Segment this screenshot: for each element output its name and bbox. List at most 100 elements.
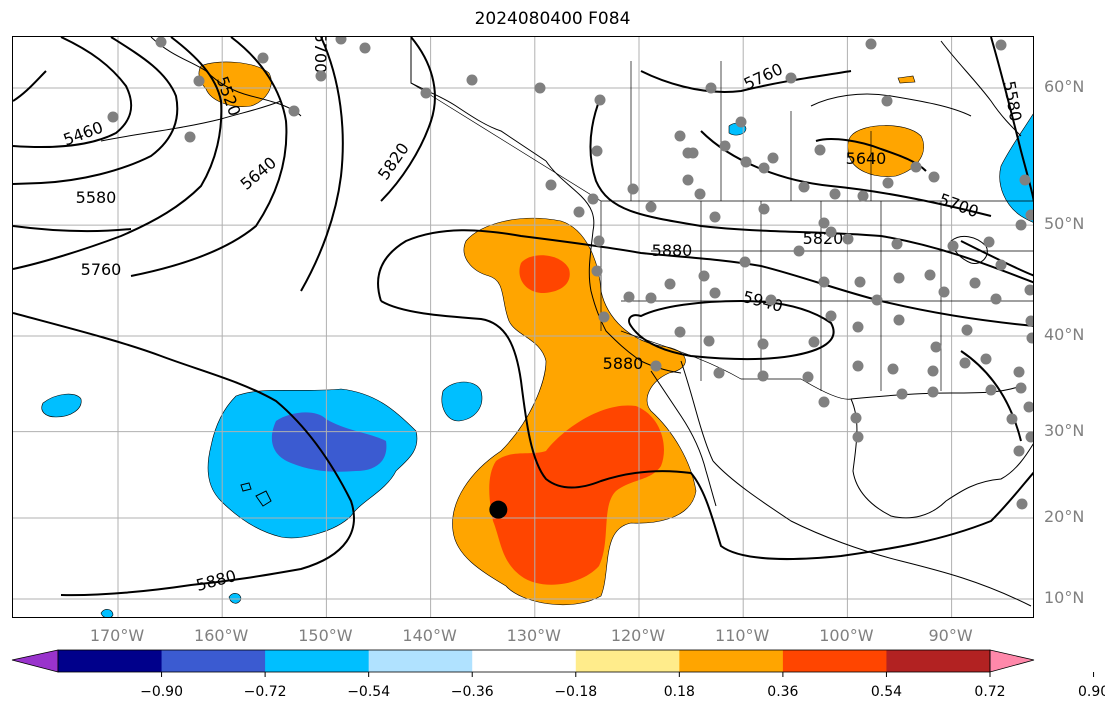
strong-anomaly-region <box>489 405 664 585</box>
station-dot <box>995 259 1007 271</box>
colorbar-segment <box>472 650 577 672</box>
longitude-label: 160°W <box>194 626 249 645</box>
colorbar-segment <box>265 650 370 672</box>
station-dot <box>627 183 639 195</box>
station-dot <box>928 171 940 183</box>
contour-label: 5880 <box>652 241 693 260</box>
longitude-label: 90°W <box>928 626 973 645</box>
station-dot <box>995 39 1007 51</box>
latitude-label: 60°N <box>1044 77 1085 96</box>
station-dot <box>359 42 371 54</box>
station-dot <box>739 256 751 268</box>
contour-line <box>13 37 179 185</box>
contour-line <box>377 229 1033 327</box>
station-dot <box>882 177 894 189</box>
station-dot <box>927 386 939 398</box>
station-dot <box>938 286 950 298</box>
station-dot <box>591 145 603 157</box>
station-dot <box>865 38 877 50</box>
station-dot <box>930 341 942 353</box>
contour-line <box>990 37 1033 203</box>
station-dot <box>257 52 269 64</box>
coastline <box>150 37 302 117</box>
station-dot <box>887 363 899 375</box>
colorbar-segment <box>886 650 991 672</box>
station-dot <box>891 238 903 250</box>
longitude-label: 110°W <box>715 626 770 645</box>
station-dot <box>687 147 699 159</box>
station-dot <box>757 338 769 350</box>
positive-anomaly-region <box>897 75 916 84</box>
map-panel: 5460 5580 5760 5640 5520 5820 5880 5760 5640 5700… <box>12 36 1034 618</box>
latitude-label: 40°N <box>1044 325 1085 345</box>
coastline <box>810 93 972 117</box>
colorbar-tick-label: −0.54 <box>347 684 391 700</box>
colorbar-tick-label: 0.18 <box>663 684 695 700</box>
station-dot <box>852 321 864 333</box>
contour-label: 5880 <box>603 354 644 373</box>
contour-line <box>300 37 344 292</box>
colorbar-tick-label: −0.18 <box>554 684 598 700</box>
station-dot <box>1025 431 1033 443</box>
colorbar-segment <box>368 650 473 672</box>
station-dot <box>573 206 585 218</box>
coastline <box>410 37 547 162</box>
station-dot <box>335 37 347 45</box>
longitude-label: 100°W <box>819 626 874 645</box>
station-dot <box>1006 413 1018 425</box>
station-dot <box>719 140 731 152</box>
station-dot <box>798 181 810 193</box>
station-dot <box>623 291 635 303</box>
station-dot <box>674 130 686 142</box>
station-dot <box>881 95 893 107</box>
longitude-label: 140°W <box>402 626 457 645</box>
colorbar-tick-label: −0.90 <box>140 684 183 700</box>
station-dot <box>674 326 686 338</box>
contour-line <box>960 240 1033 277</box>
contour-line <box>700 130 992 217</box>
station-dot <box>818 396 830 408</box>
colorbar-extend-low <box>11 649 59 673</box>
station-dot <box>587 193 599 205</box>
coastline <box>680 360 714 462</box>
station-dot <box>1024 284 1033 296</box>
station-dot <box>893 314 905 326</box>
station-dot <box>1015 382 1027 394</box>
map-title: 2024080400 F084 <box>474 9 631 29</box>
contour-label: 5700 <box>936 190 981 222</box>
colorbar <box>11 649 1095 677</box>
contour-label: 5760 <box>741 59 786 93</box>
contour-label: 5640 <box>846 149 887 168</box>
station-dot <box>969 277 981 289</box>
station-dot <box>808 336 820 348</box>
latitude-label: 10°N <box>1044 588 1085 607</box>
station-dot <box>650 360 662 372</box>
station-dot <box>735 116 747 128</box>
station-dot <box>893 272 905 284</box>
station-dot <box>980 353 992 365</box>
station-dot <box>694 188 706 200</box>
longitude-label: 130°W <box>506 626 561 645</box>
station-dot <box>910 161 922 173</box>
station-dot <box>927 365 939 377</box>
station-dot <box>765 294 777 306</box>
contour-line <box>380 37 436 202</box>
station-dot <box>924 269 936 281</box>
station-dots <box>107 37 1033 510</box>
contour-line <box>640 70 852 93</box>
station-dot <box>288 105 300 117</box>
contour-label: 5700 <box>311 37 330 73</box>
coastline <box>255 490 272 507</box>
negative-anomaly-region <box>999 113 1033 223</box>
strong-anomaly-region <box>519 255 570 293</box>
station-dot <box>645 201 657 213</box>
station-dot <box>785 72 797 84</box>
station-dot <box>698 270 710 282</box>
station-dot <box>896 388 908 400</box>
colorbar-segment <box>58 650 163 672</box>
station-dot <box>107 111 119 123</box>
station-dot <box>829 188 841 200</box>
station-dot <box>1023 401 1033 413</box>
station-dot <box>534 82 546 94</box>
station-dot <box>758 203 770 215</box>
